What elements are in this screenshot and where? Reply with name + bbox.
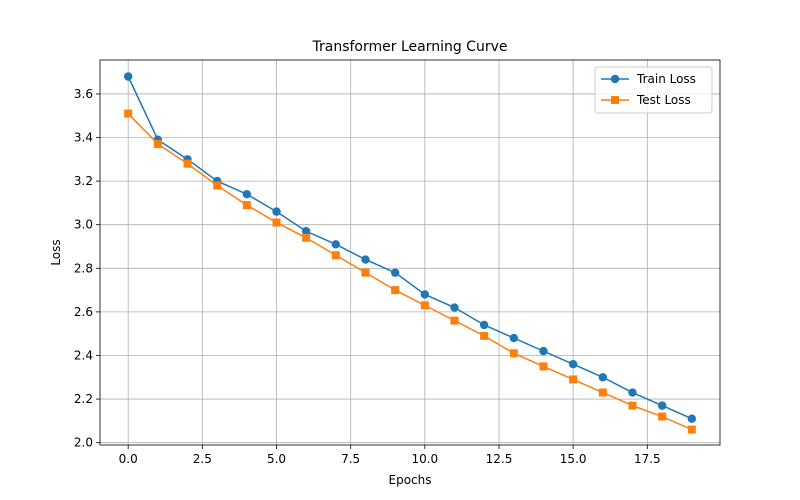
test-loss-point [331,251,340,260]
test-loss-point [213,181,222,190]
train-loss-point [242,189,252,199]
legend: Train Loss Test Loss [594,66,713,114]
y-tick-label: 3.0 [74,218,93,232]
y-tick-label: 2.6 [74,305,93,319]
train-loss-point [272,207,281,216]
y-tick-label: 2.4 [74,348,93,362]
train-loss-point [361,255,370,264]
test-loss-point [183,159,192,168]
train-loss-point [331,240,341,249]
y-tick-label: 2.8 [74,261,93,275]
train-loss-point [301,227,311,236]
x-tick-label: 10.0 [411,452,438,466]
test-loss-point [361,268,370,277]
train-loss-point [657,401,667,410]
y-tick-label: 3.4 [74,131,93,145]
test-loss-point [420,301,429,310]
x-axis-title: Epochs [389,473,432,487]
plot-frame [99,59,721,446]
series-layer [123,72,697,434]
test-loss-point [687,425,696,434]
legend-train-loss-label: Train Loss [636,72,696,86]
test-loss-point [628,401,637,410]
test-loss-point [480,331,489,340]
test-loss-point [391,286,400,295]
test-loss-point [153,140,162,149]
y-tick-label: 2.0 [74,436,93,450]
legend-train-loss-marker [610,74,620,84]
x-tick-label: 2.5 [193,452,212,466]
x-tick-label: 17.5 [634,452,661,466]
test-loss-point [242,201,251,210]
train-loss-point [539,346,548,356]
train-loss-point [479,320,489,330]
y-tick-label: 3.2 [74,174,93,188]
x-tick-label: 15.0 [560,452,587,466]
x-tick-label: 12.5 [486,452,513,466]
ticks: 0.0 2.5 5.0 7.5 10.0 12.5 15.0 17.5 2.0 2.2 2.4 2.6… [74,87,661,466]
y-axis-title: Loss [49,239,63,265]
chart-title: Transformer Learning Curve [312,39,508,55]
train-loss-point [450,303,459,312]
test-loss-point [302,233,311,242]
test-loss-point [124,109,133,118]
test-loss-point [509,349,518,358]
x-tick-label: 0.0 [119,452,138,466]
x-tick-label: 7.5 [341,452,360,466]
x-tick-label: 5.0 [267,452,286,466]
train-loss-point [420,290,430,299]
train-loss-point [687,414,697,423]
test-loss-point [598,388,607,397]
train-loss-line [127,76,693,420]
train-loss-point [628,388,637,397]
train-loss-point [598,373,608,382]
train-loss-point [390,268,400,277]
test-loss-point [450,316,459,325]
train-loss-point [123,72,133,81]
train-loss-point [568,360,578,369]
y-tick-label: 2.2 [74,392,93,406]
test-loss-point [569,375,578,384]
y-tick-label: 3.6 [74,87,93,101]
legend-test-loss-marker [611,96,619,104]
train-loss-point [509,333,519,343]
test-loss-point [658,412,667,421]
test-loss-point [272,218,281,227]
test-loss-line [127,113,693,431]
legend-test-loss-label: Test Loss [636,93,691,107]
test-loss-point [539,362,548,371]
